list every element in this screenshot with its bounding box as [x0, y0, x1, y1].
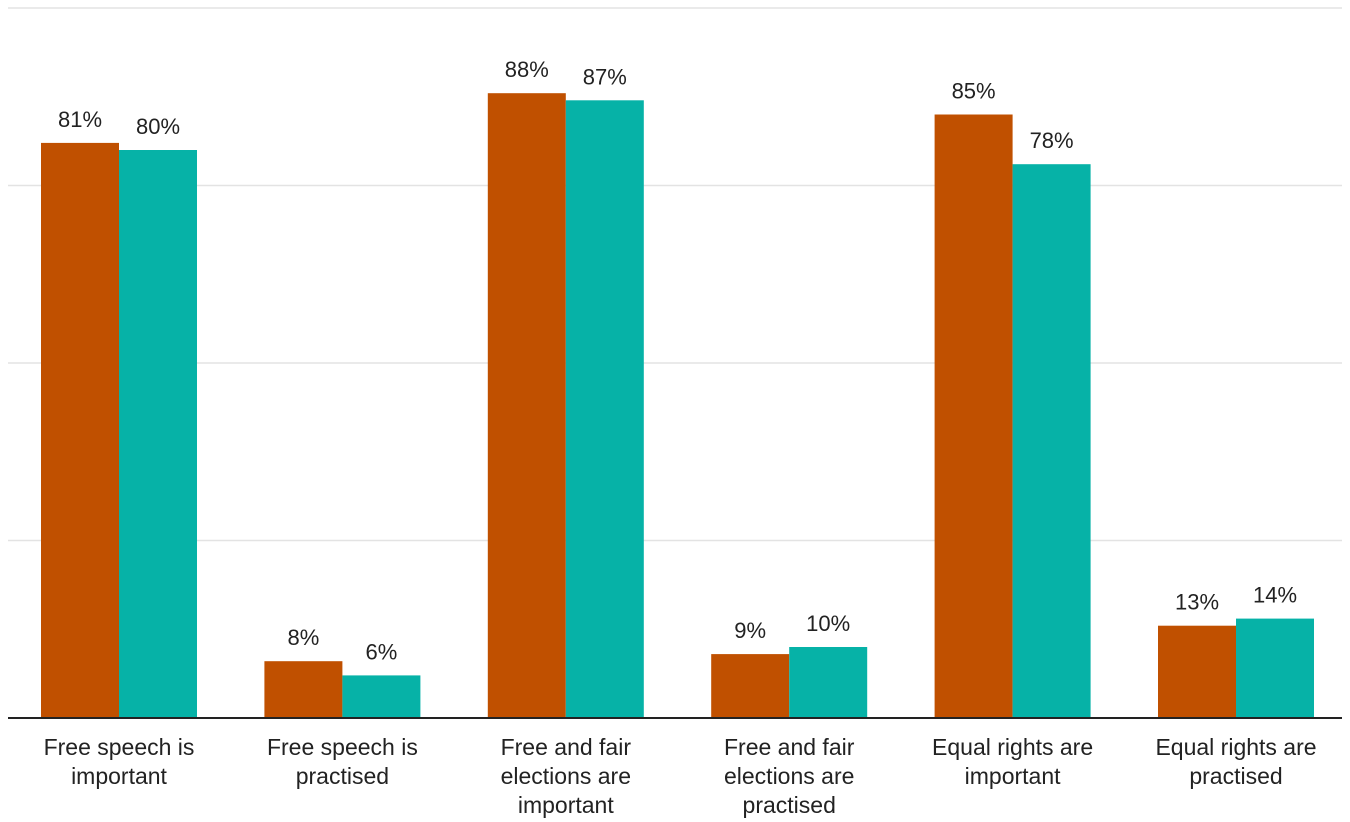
x-tick-label-line: elections are — [501, 763, 631, 789]
data-label-series1-cat3: 88% — [505, 57, 549, 82]
x-tick-label-line: important — [71, 763, 167, 789]
data-label-series2-cat6: 14% — [1253, 583, 1297, 608]
x-tick-label-line: Free and fair — [501, 734, 632, 760]
bar-series1-cat3 — [487, 93, 566, 718]
x-tick-label-1: Free speech is important — [44, 734, 195, 789]
data-labels: 81% 80% 8% 6% 88% 87% 9% 10% 85% 78% 13% 14% — [58, 57, 1297, 664]
x-tick-label-line: Free and fair — [724, 734, 855, 760]
bar-series1-cat2 — [264, 661, 343, 718]
bar-series2-cat3 — [565, 100, 644, 719]
data-label-series2-cat2: 6% — [366, 639, 398, 664]
x-tick-label-line: practised — [296, 763, 389, 789]
bar-series2-cat5 — [1012, 164, 1091, 718]
x-tick-label-line: Equal rights are — [1155, 734, 1316, 760]
bar-series1-cat5 — [934, 114, 1013, 718]
bar-series2-cat1 — [119, 150, 197, 718]
x-tick-label-2: Free speech is practised — [267, 734, 418, 789]
x-tick-label-line: practised — [743, 792, 836, 818]
x-tick-label-4: Free and fair elections are practised — [724, 734, 855, 818]
data-label-series2-cat3: 87% — [583, 64, 627, 89]
bar-series2-cat4 — [789, 647, 868, 718]
gridlines — [8, 7, 1342, 542]
x-tick-label-line: elections are — [724, 763, 854, 789]
x-tick-label-line: Equal rights are — [932, 734, 1093, 760]
x-tick-label-line: Free speech is — [267, 734, 418, 760]
x-tick-label-5: Equal rights are important — [932, 734, 1093, 789]
data-label-series1-cat4: 9% — [734, 618, 766, 643]
x-tick-label-6: Equal rights are practised — [1155, 734, 1316, 789]
bar-series1-cat6 — [1158, 625, 1236, 718]
data-label-series2-cat1: 80% — [136, 114, 180, 139]
data-label-series2-cat5: 78% — [1030, 128, 1074, 153]
data-label-series1-cat6: 13% — [1175, 590, 1219, 615]
x-tick-label-line: important — [518, 792, 614, 818]
x-tick-labels: Free speech is important Free speech is pra… — [44, 734, 1317, 818]
x-tick-label-line: practised — [1189, 763, 1282, 789]
x-tick-label-line: Free speech is — [44, 734, 195, 760]
bars — [41, 93, 1314, 719]
bar-series1-cat1 — [41, 142, 119, 718]
x-tick-label-3: Free and fair elections are important — [501, 734, 632, 818]
x-tick-label-line: important — [965, 763, 1061, 789]
data-label-series1-cat2: 8% — [288, 625, 320, 650]
data-label-series2-cat4: 10% — [806, 611, 850, 636]
data-label-series1-cat1: 81% — [58, 107, 102, 132]
bar-series2-cat6 — [1236, 618, 1314, 718]
data-label-series1-cat5: 85% — [952, 79, 996, 104]
bar-series1-cat4 — [711, 654, 790, 718]
bar-series2-cat2 — [342, 675, 421, 718]
